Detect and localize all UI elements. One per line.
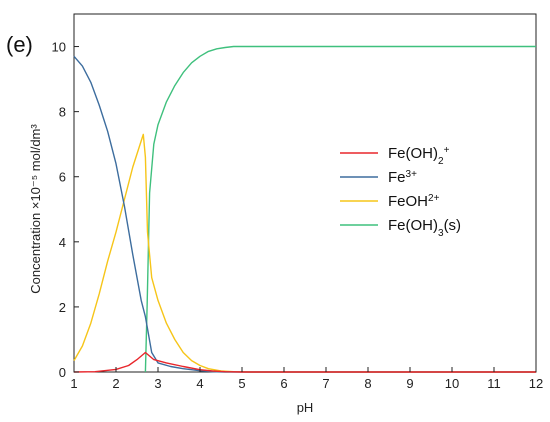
legend-label: FeOH2+ [388,193,440,211]
x-tick-label: 9 [406,376,413,391]
y-tick-label: 8 [59,105,66,120]
legend-label: Fe(OH)2+ [388,145,450,167]
x-tick-label: 2 [112,376,119,391]
x-tick-label: 10 [445,376,459,391]
x-tick-label: 3 [154,376,161,391]
x-tick-label: 8 [364,376,371,391]
plot-area [73,13,537,373]
x-tick-label: 7 [322,376,329,391]
x-tick-label: 6 [280,376,287,391]
legend-label: Fe(OH)3(s) [388,217,461,239]
x-tick-label: 12 [529,376,543,391]
series-line-0 [73,351,536,373]
x-axis-title: pH [297,400,314,415]
y-tick-label: 4 [59,235,66,250]
y-tick-label: 2 [59,300,66,315]
series-line-2 [73,133,536,373]
x-tick-label: 11 [487,376,501,391]
plot-frame [73,13,537,373]
legend-label: Fe3+ [388,169,417,187]
series-group [73,45,536,373]
series-line-1 [73,55,536,373]
legend: Fe(OH)2+ Fe3+ FeOH2+ Fe(OH)3(s) [340,145,461,239]
x-tick-label: 4 [196,376,203,391]
y-axis-title: Concentration ×10⁻⁵ mol/dm³ [28,124,43,294]
panel-label: (e) [6,32,33,57]
x-tick-label: 1 [70,376,77,391]
y-tick-label: 6 [59,170,66,185]
series-line-3 [144,45,536,373]
y-tick-label: 0 [59,365,66,380]
x-tick-label: 5 [238,376,245,391]
y-tick-label: 10 [52,40,66,55]
